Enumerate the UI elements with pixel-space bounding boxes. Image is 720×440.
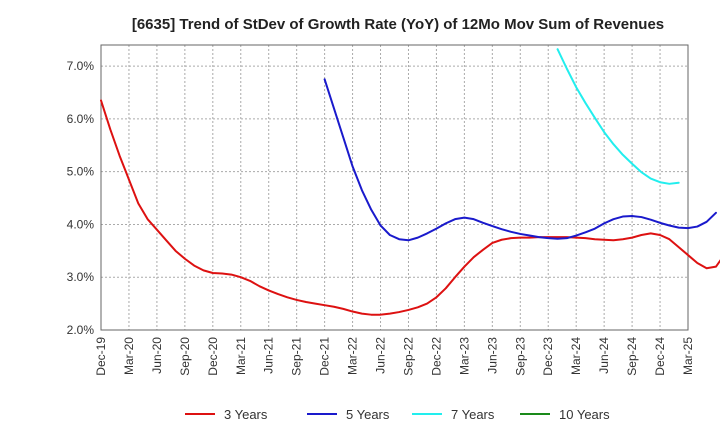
- y-tick-label: 3.0%: [67, 270, 95, 284]
- legend: 3 Years 5 Years 7 Years 10 Years: [185, 407, 610, 422]
- chart-title: [6635] Trend of StDev of Growth Rate (Yo…: [132, 16, 664, 33]
- x-tick-label: Sep-22: [401, 337, 415, 376]
- legend-label: 10 Years: [559, 407, 610, 422]
- plot-frame: [100, 44, 689, 331]
- y-tick-label: 7.0%: [67, 59, 95, 73]
- legend-label: 3 Years: [224, 407, 268, 422]
- series-line-3-years: [100, 99, 720, 316]
- y-tick-label: 2.0%: [67, 323, 95, 337]
- x-tick-label: Jun-24: [597, 337, 611, 374]
- grid: [100, 45, 689, 331]
- axes: 2.0% 3.0% 4.0% 5.0% 6.0% 7.0% Dec-19 Mar-20 Jun-…: [67, 44, 695, 376]
- x-tick-label: Sep-24: [625, 337, 639, 376]
- series-lines: [100, 48, 720, 316]
- x-tick-label: Mar-20: [122, 337, 136, 375]
- legend-label: 7 Years: [451, 407, 495, 422]
- x-tick-label: Dec-21: [318, 337, 332, 376]
- x-tick-label: Jun-21: [262, 337, 276, 374]
- x-tick-label: Sep-23: [513, 337, 527, 376]
- x-tick-label: Dec-23: [541, 337, 555, 376]
- x-tick-label: Dec-22: [429, 337, 443, 376]
- x-tick-label: Mar-21: [234, 337, 248, 375]
- x-tick-label: Dec-19: [94, 337, 108, 376]
- x-tick-label: Mar-24: [569, 337, 583, 375]
- legend-label: 5 Years: [346, 407, 390, 422]
- series-line-7-years: [556, 48, 680, 185]
- x-tick-label: Mar-25: [681, 337, 695, 375]
- x-tick-label: Jun-20: [150, 337, 164, 374]
- x-tick-label: Mar-22: [346, 337, 360, 375]
- y-tick-label: 5.0%: [67, 165, 95, 179]
- y-tick-label: 4.0%: [67, 217, 95, 231]
- x-tick-label: Jun-23: [485, 337, 499, 374]
- x-tick-label: Jun-22: [374, 337, 388, 374]
- x-tick-label: Sep-20: [178, 337, 192, 376]
- series-line-5-years: [323, 78, 717, 242]
- x-tick-label: Sep-21: [290, 337, 304, 376]
- y-tick-label: 6.0%: [67, 112, 95, 126]
- x-tick-label: Dec-24: [653, 337, 667, 376]
- x-tick-label: Mar-23: [457, 337, 471, 375]
- x-tick-label: Dec-20: [206, 337, 220, 376]
